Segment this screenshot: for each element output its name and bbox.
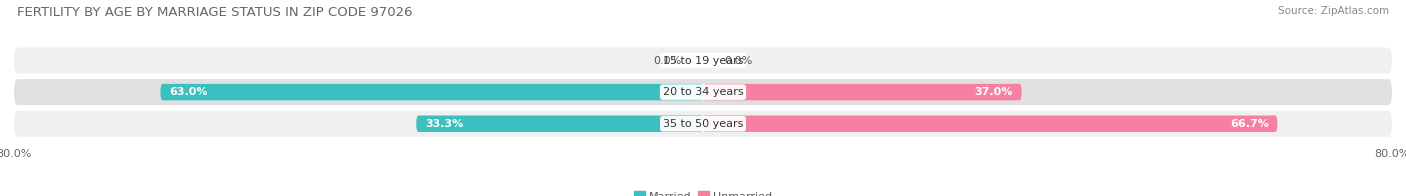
- Text: 0.0%: 0.0%: [654, 55, 682, 65]
- FancyBboxPatch shape: [703, 115, 1278, 132]
- Text: 63.0%: 63.0%: [169, 87, 208, 97]
- FancyBboxPatch shape: [14, 111, 1392, 137]
- FancyBboxPatch shape: [14, 48, 1392, 74]
- FancyBboxPatch shape: [703, 84, 1022, 100]
- Text: 15 to 19 years: 15 to 19 years: [662, 55, 744, 65]
- Text: 33.3%: 33.3%: [425, 119, 463, 129]
- FancyBboxPatch shape: [14, 79, 1392, 105]
- Text: 35 to 50 years: 35 to 50 years: [662, 119, 744, 129]
- Legend: Married, Unmarried: Married, Unmarried: [630, 186, 776, 196]
- Text: 0.0%: 0.0%: [724, 55, 752, 65]
- FancyBboxPatch shape: [416, 115, 703, 132]
- FancyBboxPatch shape: [160, 84, 703, 100]
- Text: Source: ZipAtlas.com: Source: ZipAtlas.com: [1278, 6, 1389, 16]
- Text: 66.7%: 66.7%: [1230, 119, 1268, 129]
- Text: 20 to 34 years: 20 to 34 years: [662, 87, 744, 97]
- Text: 37.0%: 37.0%: [974, 87, 1012, 97]
- Text: FERTILITY BY AGE BY MARRIAGE STATUS IN ZIP CODE 97026: FERTILITY BY AGE BY MARRIAGE STATUS IN Z…: [17, 6, 412, 19]
